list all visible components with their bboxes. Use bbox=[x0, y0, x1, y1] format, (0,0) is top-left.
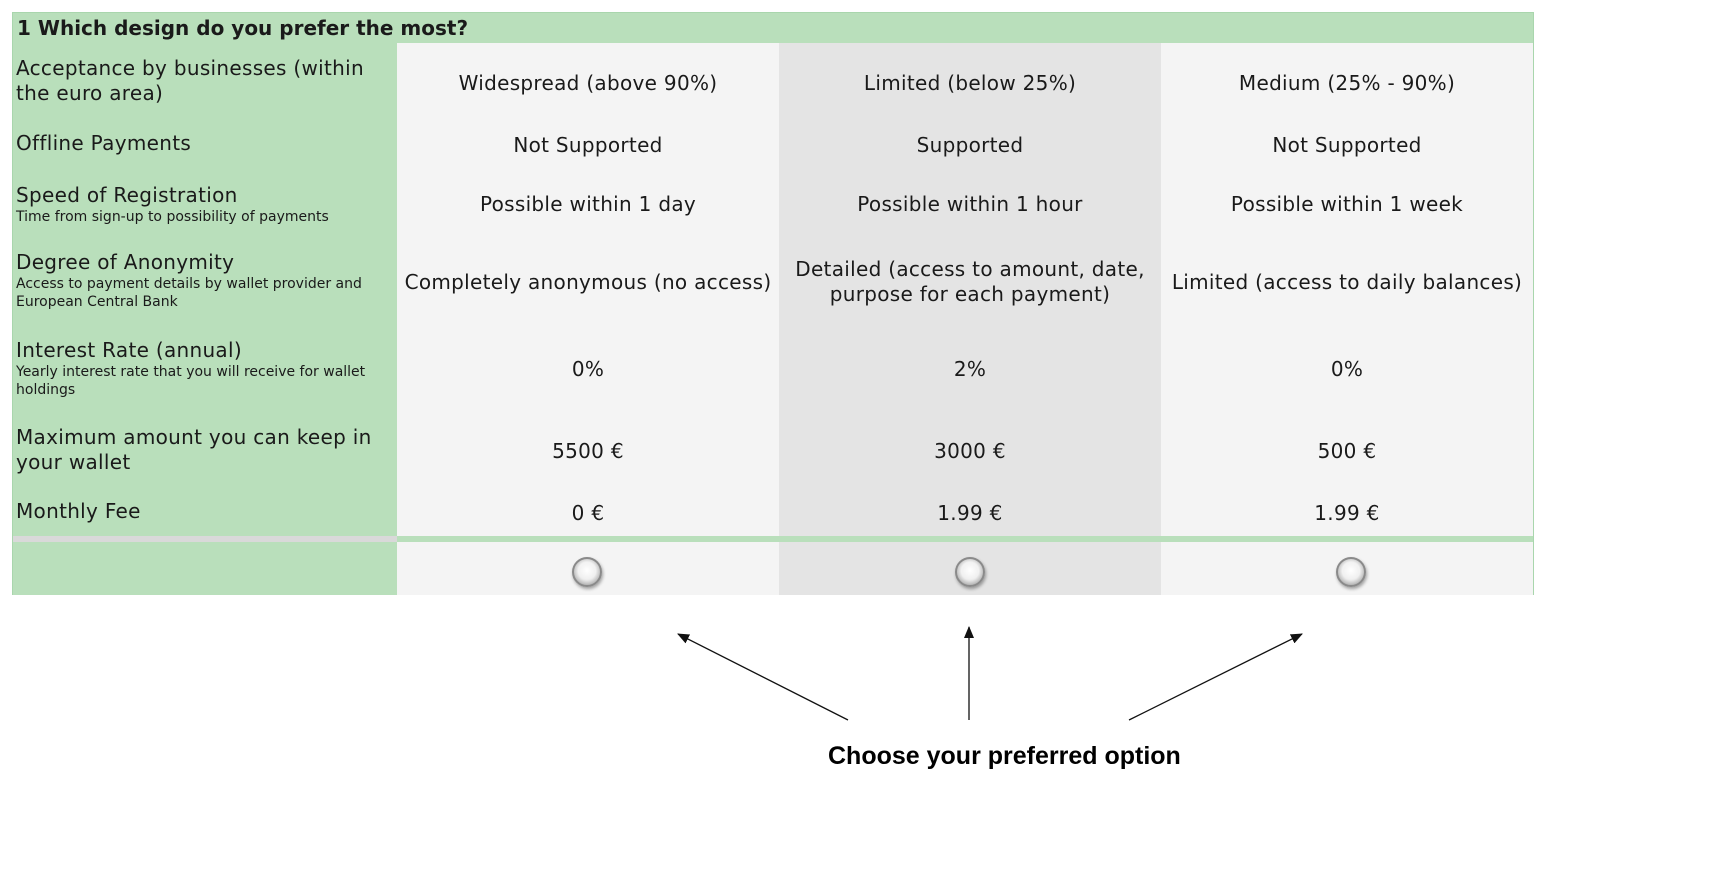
question-title: 1 Which design do you prefer the most? bbox=[13, 13, 1533, 43]
option-1-degree-of-anonymity: Completely anonymous (no access) bbox=[404, 269, 772, 294]
option-3-column bbox=[1161, 43, 1533, 595]
option-3-monthly-fee: 1.99 € bbox=[1314, 500, 1380, 525]
arrow-to-option-1 bbox=[677, 633, 849, 721]
attribute-name: Maximum amount you can keep in your wall… bbox=[16, 425, 372, 474]
attribute-offline-payments: Offline Payments bbox=[16, 131, 394, 156]
attribute-name: Acceptance by businesses (within the eur… bbox=[16, 56, 364, 105]
option-2-degree-of-anonymity: Detailed (access to amount, date, purpos… bbox=[795, 257, 1145, 306]
attribute-maximum-amount: Maximum amount you can keep in your wall… bbox=[16, 425, 394, 475]
option-2-speed-of-registration: Possible within 1 hour bbox=[857, 191, 1083, 216]
option-3-speed-of-registration: Possible within 1 week bbox=[1230, 191, 1464, 216]
option-2-offline-payments: Supported bbox=[916, 132, 1024, 157]
option-1-column bbox=[397, 43, 779, 595]
option-2-interest-rate: 2% bbox=[953, 356, 987, 381]
attribute-monthly-fee: Monthly Fee bbox=[16, 499, 394, 524]
attribute-description: Time from sign-up to possibility of paym… bbox=[16, 209, 329, 225]
option-1-radio[interactable] bbox=[572, 557, 602, 587]
question-text: Which design do you prefer the most? bbox=[37, 16, 469, 40]
attribute-interest-rate: Interest Rate (annual) Yearly interest r… bbox=[16, 338, 394, 399]
choice-question-panel: 1 Which design do you prefer the most? A… bbox=[12, 12, 1534, 595]
arrow-to-option-3 bbox=[1128, 633, 1303, 721]
option-2-acceptance: Limited (below 25%) bbox=[863, 70, 1077, 95]
attribute-name: Speed of Registration bbox=[16, 183, 238, 207]
option-2-monthly-fee: 1.99 € bbox=[937, 500, 1003, 525]
attribute-description: Access to payment details by wallet prov… bbox=[16, 276, 362, 310]
option-1-acceptance: Widespread (above 90%) bbox=[458, 70, 718, 95]
option-2-maximum-amount: 3000 € bbox=[934, 438, 1006, 463]
instruction-text: Choose your preferred option bbox=[828, 742, 1181, 770]
question-number: 1 bbox=[17, 16, 31, 40]
attribute-speed-of-registration: Speed of Registration Time from sign-up … bbox=[16, 183, 394, 226]
attribute-name: Interest Rate (annual) bbox=[16, 338, 242, 362]
attribute-acceptance: Acceptance by businesses (within the eur… bbox=[16, 56, 394, 106]
option-1-monthly-fee: 0 € bbox=[571, 500, 605, 525]
option-2-column bbox=[779, 43, 1161, 595]
option-1-interest-rate: 0% bbox=[571, 356, 605, 381]
option-1-speed-of-registration: Possible within 1 day bbox=[479, 191, 697, 216]
option-1-maximum-amount: 5500 € bbox=[552, 438, 624, 463]
attribute-name: Offline Payments bbox=[16, 131, 192, 155]
row-divider bbox=[397, 536, 1533, 542]
option-3-radio[interactable] bbox=[1336, 557, 1366, 587]
attribute-name: Degree of Anonymity bbox=[16, 250, 235, 274]
option-3-maximum-amount: 500 € bbox=[1317, 438, 1377, 463]
option-3-offline-payments: Not Supported bbox=[1272, 132, 1422, 157]
attribute-label-column bbox=[13, 43, 397, 595]
option-3-interest-rate: 0% bbox=[1330, 356, 1364, 381]
option-3-degree-of-anonymity: Limited (access to daily balances) bbox=[1171, 269, 1523, 294]
attribute-degree-of-anonymity: Degree of Anonymity Access to payment de… bbox=[16, 250, 394, 311]
attribute-name: Monthly Fee bbox=[16, 499, 141, 523]
option-2-radio[interactable] bbox=[955, 557, 985, 587]
row-divider bbox=[13, 536, 397, 542]
option-3-acceptance: Medium (25% - 90%) bbox=[1238, 70, 1456, 95]
option-1-offline-payments: Not Supported bbox=[513, 132, 663, 157]
attribute-description: Yearly interest rate that you will recei… bbox=[16, 364, 366, 398]
